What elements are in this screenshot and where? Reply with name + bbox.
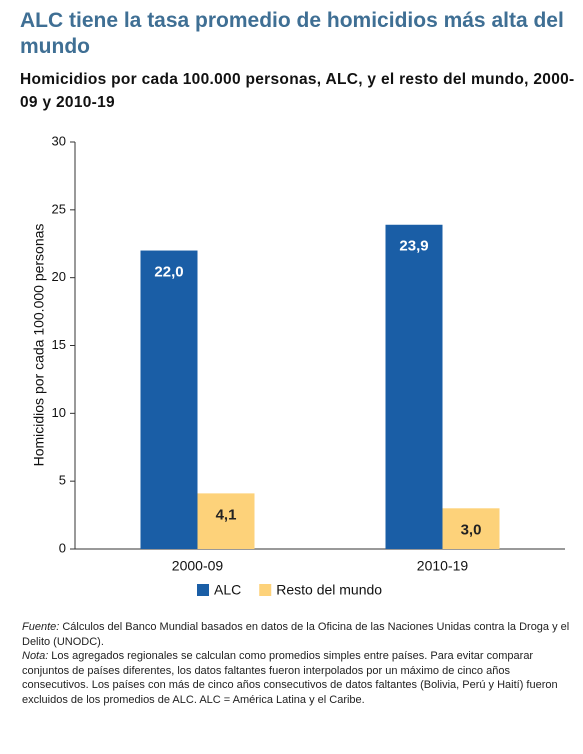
- note-text: Los agregados regionales se calculan com…: [22, 650, 558, 706]
- legend-label: ALC: [214, 582, 241, 598]
- bar: [197, 493, 255, 549]
- y-tick-label: 15: [52, 337, 66, 352]
- y-tick-label: 25: [52, 201, 66, 216]
- value-label: 4,1: [216, 506, 237, 523]
- y-tick-label: 5: [59, 473, 66, 488]
- x-tick-label: 2000-09: [172, 558, 224, 574]
- chart-title: ALC tiene la tasa promedio de homicidios…: [20, 9, 564, 58]
- chart: Homicidios por cada 100.000 personas 0 5 1…: [31, 133, 565, 598]
- legend-swatch: [259, 584, 272, 596]
- y-tick-label: 0: [59, 540, 66, 555]
- bar: [385, 224, 443, 550]
- y-axis-label: Homicidios por cada 100.000 personas: [31, 224, 47, 467]
- chart-subtitle: Homicidios por cada 100.000 personas, AL…: [20, 71, 575, 111]
- value-label: 3,0: [461, 521, 482, 538]
- bar: [442, 508, 500, 549]
- bar: [140, 250, 198, 549]
- y-tick-label: 20: [52, 269, 66, 284]
- y-tick-label: 10: [52, 405, 66, 420]
- note-text: Cálculos del Banco Mundial basados en da…: [22, 621, 570, 648]
- value-label: 23,9: [399, 238, 428, 255]
- note-label: Fuente:: [22, 621, 60, 633]
- legend-label: Resto del mundo: [276, 582, 382, 598]
- notes: Fuente: Cálculos del Banco Mundial basado…: [22, 620, 570, 708]
- legend-swatch: [197, 584, 209, 596]
- note: Nota: Los agregados regionales se calcula…: [22, 649, 570, 707]
- value-label: 22,0: [154, 264, 183, 281]
- x-tick-label: 2010-19: [417, 558, 469, 574]
- note-label: Nota:: [22, 650, 49, 663]
- note: Fuente: Cálculos del Banco Mundial basado…: [22, 620, 570, 649]
- y-tick-label: 30: [52, 133, 66, 148]
